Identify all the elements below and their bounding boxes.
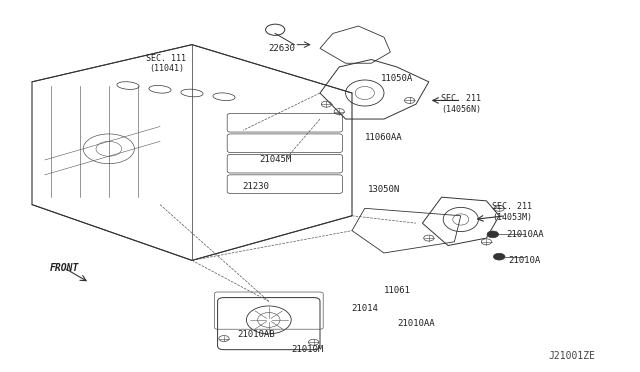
Text: SEC. 211
(14056N): SEC. 211 (14056N)	[441, 94, 481, 114]
Text: 11061: 11061	[383, 286, 410, 295]
Text: 21010A: 21010A	[509, 256, 541, 265]
Text: SEC. 111
(11041): SEC. 111 (11041)	[147, 54, 186, 73]
Text: 21230: 21230	[243, 182, 269, 190]
Text: SEC. 211
(14053M): SEC. 211 (14053M)	[492, 202, 532, 222]
Text: 11050A: 11050A	[381, 74, 413, 83]
Text: 11060AA: 11060AA	[365, 133, 403, 142]
Circle shape	[487, 231, 499, 238]
Circle shape	[493, 253, 505, 260]
Text: J21001ZE: J21001ZE	[548, 351, 595, 361]
Text: 22630: 22630	[268, 44, 295, 53]
Text: 21010AA: 21010AA	[506, 230, 543, 239]
Text: FRONT: FRONT	[49, 263, 79, 273]
Text: 21010M: 21010M	[291, 345, 323, 354]
Text: 21010AB: 21010AB	[237, 330, 275, 339]
Text: 13050N: 13050N	[368, 185, 400, 194]
Text: 21014: 21014	[351, 304, 378, 313]
Text: 21045M: 21045M	[259, 155, 291, 164]
Text: 21010AA: 21010AA	[397, 319, 435, 328]
